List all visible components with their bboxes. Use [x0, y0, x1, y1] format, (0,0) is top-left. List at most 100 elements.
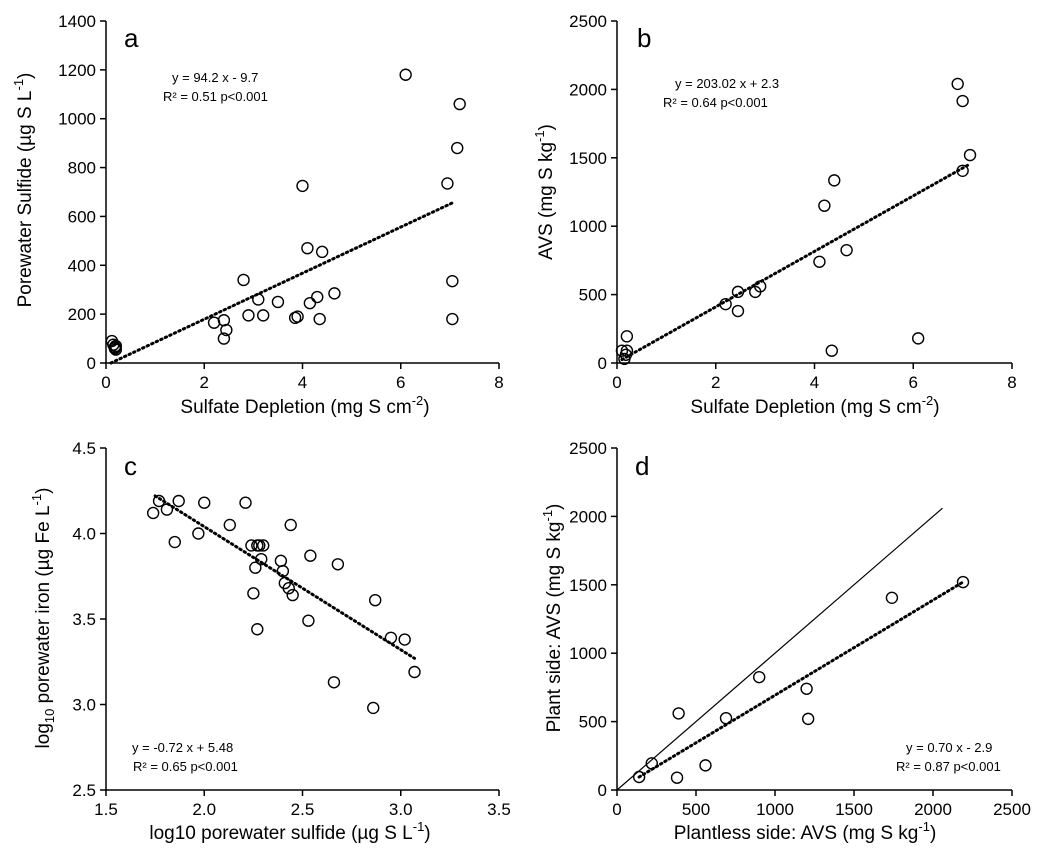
- panel-c-letter: c: [124, 451, 137, 481]
- panel-a-y-tick-label: 600: [68, 207, 96, 226]
- panel-d-data-point: [670, 771, 684, 784]
- panel-a-y-tick-label: 400: [68, 256, 96, 275]
- panel-a-y-tick-label: 1200: [58, 61, 96, 80]
- panel-a-x-tick-label: 6: [396, 373, 405, 392]
- panel-b-y-axis-label: AVS (mg S kg-1): [532, 124, 557, 260]
- panel-c: 1.5 2.0 2.5 3.0 3.5 2.5 3.0 3.5 4.0 4.5 c y = -0.…: [29, 439, 511, 844]
- panel-d-data-point: [801, 712, 815, 726]
- panel-d-marks: 0 500 1000 1500 2000 2500 0 500 1000 1500 2000 2500: [569, 439, 1031, 819]
- panel-c-data-point: [327, 676, 341, 689]
- panel-c-data-point: [160, 503, 174, 516]
- panel-c-data-point: [247, 587, 260, 600]
- panel-c-data-point: [304, 549, 317, 562]
- panel-a-data-point: [451, 141, 464, 155]
- panel-a-data-point: [252, 293, 265, 306]
- panel-b-r2: R² = 0.64 p<0.001: [663, 95, 768, 110]
- panel-b-y-tick-label: 1000: [569, 217, 607, 236]
- panel-d-x-tick-label: 2000: [914, 800, 952, 819]
- panel-d-x-tick-label: 0: [612, 800, 621, 819]
- panel-d-y-tick-label: 1000: [569, 644, 607, 663]
- panel-b-data-point: [731, 285, 745, 299]
- panel-a-data-point: [303, 296, 317, 310]
- panel-b-x-tick-label: 8: [1007, 373, 1016, 392]
- panel-a-x-tick-label: 4: [298, 373, 307, 392]
- panel-c-data-point: [369, 593, 382, 607]
- panel-a-trendline: [109, 200, 457, 365]
- panel-d-x-tick-label: 1000: [756, 800, 794, 819]
- panel-a-data-point: [313, 312, 326, 326]
- panel-c-equation: y = -0.72 x + 5.48: [132, 740, 233, 755]
- panel-c-data-point: [367, 701, 380, 715]
- panel-c-data-point: [152, 494, 166, 508]
- panel-c-data-point: [408, 665, 421, 679]
- panel-b-equation: y = 203.02 x + 2.3: [675, 76, 779, 91]
- panel-d-x-tick-label: 500: [682, 800, 710, 819]
- panel-a-data-point: [109, 339, 123, 353]
- panel-c-data-point: [245, 539, 258, 552]
- panel-d-y-tick-label: 2500: [569, 439, 607, 458]
- panel-c-x-tick-label: 2.0: [192, 800, 216, 819]
- panel-d-y-axis-label: Plant side: AVS (mg S kg-1): [540, 504, 565, 733]
- panel-c-data-point: [302, 614, 315, 627]
- panel-a-data-point: [315, 245, 329, 259]
- panel-a-data-point: [311, 290, 324, 304]
- panel-c-x-tick-label: 3.0: [389, 800, 413, 819]
- panel-d-data-point: [632, 770, 646, 784]
- panel-a-data-point: [296, 179, 309, 193]
- panel-b-data-point: [956, 94, 969, 108]
- panel-d-y-tick-label: 1500: [569, 576, 607, 595]
- panel-a-x-axis-label: Sulfate Depletion (mg S cm-2): [180, 393, 429, 418]
- panel-c-data-point: [384, 631, 398, 645]
- panel-d-data-point: [956, 575, 970, 589]
- panel-a-data-point: [441, 177, 454, 190]
- panel-d-x-axis-label: Plantless side: AVS (mg S kg-1): [674, 819, 937, 844]
- panel-c-x-axis-label: log10 porewater sulfide (µg S L-1): [149, 819, 430, 844]
- panel-b-data-point: [840, 243, 853, 257]
- panel-b-data-point: [813, 255, 826, 268]
- panel-a-y-tick-label: 800: [68, 159, 96, 178]
- panel-c-x-tick-label: 1.5: [94, 800, 118, 819]
- panel-b-data-point: [818, 199, 831, 212]
- panel-a-y-tick-label: 0: [87, 354, 96, 373]
- panel-b-data-point: [911, 332, 925, 345]
- panel-a-data-point: [446, 312, 459, 326]
- panel-d-data-point: [719, 711, 733, 725]
- panel-a-x-tick-label: 0: [101, 373, 110, 392]
- panel-c-x-tick-label: 2.5: [291, 800, 315, 819]
- panel-c-y-tick-label: 3.0: [72, 696, 96, 715]
- panel-c-y-tick-label: 3.5: [72, 610, 96, 629]
- panel-d-r2: R² = 0.87 p<0.001: [896, 759, 1001, 774]
- panel-b-data-point: [951, 77, 964, 91]
- panel-d-letter: d: [635, 451, 649, 481]
- panel-c-data-point: [284, 518, 297, 532]
- panel-b-x-tick-label: 0: [612, 373, 621, 392]
- panel-d: 0 500 1000 1500 2000 2500 0 500 1000 1500 2000 2500…: [540, 439, 1031, 844]
- panel-a-r2: R² = 0.51 p<0.001: [163, 89, 268, 104]
- panel-a-x-tick-label: 8: [494, 373, 503, 392]
- panel-a-x-tick-label: 2: [200, 373, 209, 392]
- panel-d-data-point: [645, 757, 658, 770]
- panel-c-data-point: [286, 588, 299, 602]
- panel-b-data-point: [619, 348, 633, 361]
- panel-d-one-to-one-line: [616, 507, 943, 791]
- panel-b-trendline: [620, 163, 970, 362]
- panel-c-data-point: [249, 561, 262, 574]
- panel-b-data-point: [828, 174, 841, 187]
- panel-d-trendline: [637, 580, 965, 779]
- panel-c-r2: R² = 0.65 p<0.001: [133, 759, 238, 774]
- panel-b-y-tick-label: 0: [598, 354, 607, 373]
- panel-d-x-tick-label: 1500: [835, 800, 873, 819]
- panel-c-data-point: [239, 496, 252, 509]
- panel-d-y-tick-label: 0: [598, 781, 607, 800]
- panel-b-y-tick-label: 2000: [569, 80, 607, 99]
- panel-b: 0 2 4 6 8 0 500 1000 1500 2000 2500 b y = 203.02 x…: [532, 12, 1017, 418]
- panel-c-y-axis-label: log10 porewater iron (µg Fe L-1): [29, 488, 57, 749]
- panel-d-equation: y = 0.70 x - 2.9: [906, 740, 992, 755]
- panel-c-x-tick-label: 3.5: [487, 800, 511, 819]
- panel-a-marks: 0 2 4 6 8 0 200 400 600 800 1000 1200 1400: [58, 12, 504, 392]
- panel-b-data-point: [753, 280, 767, 293]
- panel-c-marks: 1.5 2.0 2.5 3.0 3.5 2.5 3.0 3.5 4.0 4.5: [72, 439, 510, 819]
- panel-d-data-point: [885, 591, 899, 604]
- panel-b-y-tick-label: 2500: [569, 12, 607, 31]
